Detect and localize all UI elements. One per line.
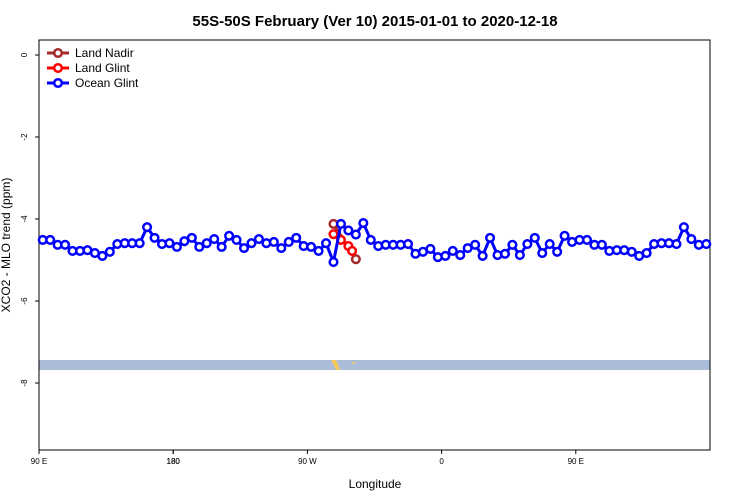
x-tick-label: 180 <box>167 457 181 466</box>
data-point <box>701 238 712 250</box>
x-tick-label: 90 W <box>298 457 317 466</box>
data-point <box>447 245 458 257</box>
data-point <box>522 238 533 250</box>
data-point <box>246 238 257 249</box>
data-point <box>403 238 414 250</box>
data-point <box>365 234 376 245</box>
data-point <box>343 225 354 236</box>
data-point <box>350 254 361 265</box>
y-tick-label: -8 <box>20 379 29 387</box>
legend-marker <box>52 62 64 74</box>
data-point <box>678 222 689 233</box>
data-point <box>641 247 652 259</box>
data-point <box>209 234 220 245</box>
data-point <box>626 246 637 257</box>
data-point <box>455 250 466 261</box>
legend-marker <box>52 77 64 89</box>
x-axis-label: Longitude <box>349 477 402 491</box>
y-tick-label: -2 <box>20 133 29 141</box>
x-tick-label: 0 <box>439 457 444 466</box>
data-point <box>97 250 108 261</box>
data-point <box>313 245 324 257</box>
y-tick-label: -4 <box>20 215 29 223</box>
data-point <box>335 218 347 229</box>
y-tick-label: 0 <box>20 52 29 57</box>
land-patch <box>331 360 340 370</box>
data-point <box>514 250 525 261</box>
legend-label: Ocean Glint <box>75 76 139 90</box>
data-point <box>529 232 540 243</box>
data-point <box>328 229 339 240</box>
data-point <box>186 232 197 243</box>
data-point <box>499 248 511 259</box>
legend-label: Land Nadir <box>75 46 134 60</box>
data-point <box>552 246 563 257</box>
data-point <box>291 232 302 243</box>
data-point <box>268 236 279 248</box>
y-axis-label: XCO2 - MLO trend (ppm) <box>0 178 13 313</box>
data-point <box>671 238 682 250</box>
data-point <box>477 250 488 261</box>
data-point <box>231 234 242 245</box>
legend-label: Land Glint <box>75 61 130 75</box>
data-point <box>104 246 115 257</box>
data-point <box>276 243 287 254</box>
map-strip <box>39 360 710 370</box>
data-point <box>201 238 212 249</box>
data-point <box>142 222 153 233</box>
data-point <box>544 238 555 250</box>
data-point <box>358 218 369 229</box>
data-point <box>283 236 294 248</box>
data-point <box>328 257 339 268</box>
data-point <box>507 239 518 250</box>
data-point <box>149 232 160 243</box>
data-point <box>596 239 607 250</box>
data-point <box>216 241 227 252</box>
data-point <box>320 238 332 249</box>
data-point <box>238 243 250 254</box>
data-point <box>559 230 570 241</box>
chart-title: 55S-50S February (Ver 10) 2015-01-01 to … <box>192 13 557 30</box>
data-point <box>306 241 317 252</box>
x-tick-label: 90 E <box>31 457 47 466</box>
x-tick-label: 180 <box>167 457 181 466</box>
y-tick-label: -6 <box>20 297 29 305</box>
data-point <box>425 243 436 254</box>
data-point <box>164 238 175 249</box>
data-point <box>470 239 481 250</box>
data-point <box>686 234 697 245</box>
legend-marker <box>52 47 64 59</box>
data-point <box>224 230 235 241</box>
data-point <box>171 241 182 252</box>
data-point <box>45 234 56 245</box>
data-point <box>60 239 71 250</box>
data-point <box>134 238 145 249</box>
data-point <box>537 247 548 259</box>
land-patch <box>352 362 355 364</box>
data-point <box>350 229 361 240</box>
data-point <box>440 250 451 261</box>
data-point <box>485 232 496 243</box>
data-point <box>581 234 593 245</box>
x-tick-label: 90 E <box>568 457 584 466</box>
data-point <box>194 241 205 252</box>
data-point <box>253 234 264 245</box>
data-point <box>347 245 358 257</box>
